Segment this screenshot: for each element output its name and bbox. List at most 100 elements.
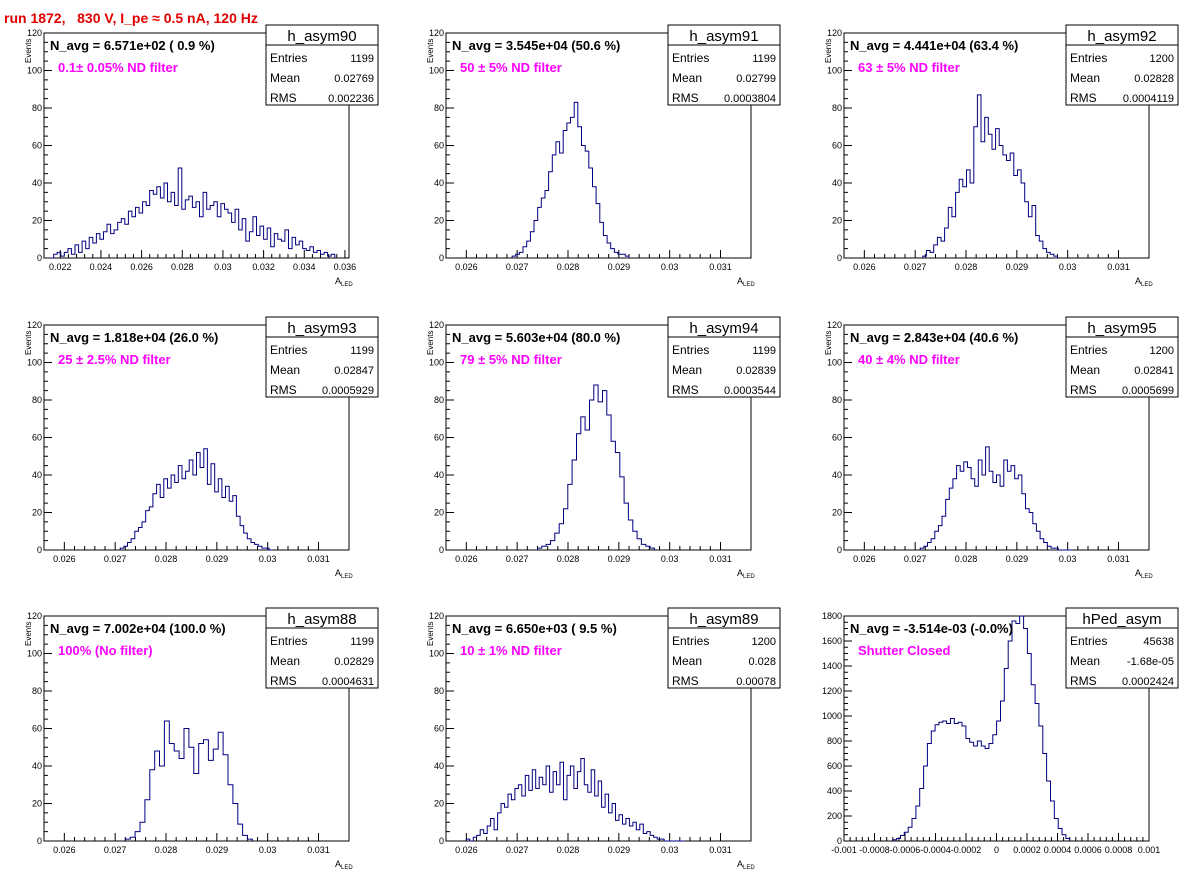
y-tick-label: 60 bbox=[32, 433, 42, 443]
y-tick-label: 20 bbox=[832, 216, 842, 226]
run-title: run 1872, 830 V, I_pe ≈ 0.5 nA, 120 Hz bbox=[4, 10, 258, 26]
filter-label: 100% (No filter) bbox=[58, 643, 153, 658]
y-tick-label: 120 bbox=[827, 320, 842, 330]
x-tick-label: 0 bbox=[994, 845, 999, 855]
histogram-series bbox=[511, 101, 630, 258]
x-tick-label: 0.029 bbox=[206, 845, 229, 855]
y-tick-label: 80 bbox=[832, 103, 842, 113]
stats-label: Entries bbox=[672, 51, 709, 65]
x-tick-label: 0.027 bbox=[104, 554, 127, 564]
y-tick-label: 80 bbox=[434, 103, 444, 113]
x-tick-label: 0.027 bbox=[506, 845, 529, 855]
y-tick-label: 80 bbox=[434, 395, 444, 405]
y-tick-label: 40 bbox=[434, 178, 444, 188]
n-avg-label: N_avg = 2.843e+04 (40.6 %) bbox=[850, 330, 1018, 345]
x-tick-label: 0.027 bbox=[506, 554, 529, 564]
stats-value: 1200 bbox=[1150, 345, 1174, 357]
x-tick-label: 0.0006 bbox=[1074, 845, 1102, 855]
y-tick-label: 200 bbox=[827, 811, 842, 821]
stats-value: 1200 bbox=[1150, 53, 1174, 65]
y-tick-label: 60 bbox=[832, 433, 842, 443]
stats-box-frame bbox=[1065, 24, 1179, 106]
x-tick-label: 0.028 bbox=[155, 845, 178, 855]
stats-value: 1199 bbox=[752, 53, 776, 65]
histogram-name: h_asym91 bbox=[689, 28, 758, 45]
y-tick-label: 20 bbox=[832, 508, 842, 518]
stats-box: h_asym92 Entries 1200 Mean 0.02828 RMS 0.00041… bbox=[1065, 24, 1179, 106]
x-tick-label: 0.026 bbox=[853, 554, 876, 564]
histogram-series bbox=[892, 615, 1071, 841]
stats-value: 1199 bbox=[350, 345, 374, 357]
y-tick-label: 100 bbox=[827, 358, 842, 368]
y-tick-label: 100 bbox=[27, 649, 42, 659]
y-tick-label: 600 bbox=[827, 761, 842, 771]
y-tick-label: 20 bbox=[32, 216, 42, 226]
x-tick-label: 0.028 bbox=[955, 262, 978, 272]
x-tick-label: 0.03 bbox=[661, 262, 679, 272]
n-avg-label: N_avg = 7.002e+04 (100.0 %) bbox=[50, 621, 226, 636]
x-axis-label: ALED bbox=[335, 568, 353, 580]
x-tick-label: 0.0004 bbox=[1044, 845, 1072, 855]
x-tick-label: 0.026 bbox=[130, 262, 153, 272]
y-tick-label: 40 bbox=[832, 470, 842, 480]
y-axis-label: Events bbox=[24, 39, 33, 63]
x-tick-label: 0.028 bbox=[557, 262, 580, 272]
stats-box-frame bbox=[667, 316, 781, 398]
x-tick-label: 0.029 bbox=[608, 262, 631, 272]
histogram-series bbox=[50, 167, 336, 259]
stats-box: h_asym88 Entries 1199 Mean 0.02829 RMS 0.00046… bbox=[265, 607, 379, 689]
histogram-name: h_asym90 bbox=[287, 28, 356, 45]
stats-label: RMS bbox=[672, 674, 699, 688]
stats-box-frame bbox=[265, 316, 379, 398]
y-tick-label: 60 bbox=[434, 141, 444, 151]
stats-box: h_asym89 Entries 1200 Mean 0.028 RMS 0.00078 bbox=[667, 607, 781, 689]
stats-value: 1199 bbox=[350, 636, 374, 648]
x-tick-label: 0.03 bbox=[259, 554, 277, 564]
y-tick-label: 80 bbox=[832, 395, 842, 405]
stats-label: Mean bbox=[672, 71, 702, 85]
stats-value: 0.0002424 bbox=[1122, 676, 1174, 688]
y-tick-label: 20 bbox=[434, 508, 444, 518]
y-tick-label: 40 bbox=[32, 178, 42, 188]
y-tick-label: 0 bbox=[37, 253, 42, 263]
stats-value: 0.028 bbox=[748, 656, 776, 668]
n-avg-label: N_avg = 3.545e+04 (50.6 %) bbox=[452, 38, 620, 53]
stats-value: 0.0005699 bbox=[1122, 385, 1174, 397]
x-tick-label: 0.026 bbox=[455, 262, 478, 272]
x-tick-label: 0.026 bbox=[853, 262, 876, 272]
y-tick-label: 0 bbox=[837, 545, 842, 555]
x-tick-label: 0.029 bbox=[1006, 262, 1029, 272]
x-tick-label: 0.031 bbox=[1107, 554, 1130, 564]
x-tick-label: 0.029 bbox=[1006, 554, 1029, 564]
x-axis-label: ALED bbox=[737, 276, 755, 288]
histogram-name: h_asym88 bbox=[287, 611, 356, 628]
y-tick-label: 100 bbox=[429, 649, 444, 659]
y-axis-label: Events bbox=[24, 331, 33, 355]
y-tick-label: 60 bbox=[434, 433, 444, 443]
stats-value: 1199 bbox=[752, 345, 776, 357]
stats-label: Mean bbox=[1070, 654, 1100, 668]
histogram-panel-h_asym89: 0 20 40 60 80 100 120 0.026 0.027 0.028 0.029 0.03 0… bbox=[426, 607, 781, 871]
histogram-name: h_asym94 bbox=[689, 320, 758, 337]
stats-box: h_asym91 Entries 1199 Mean 0.02799 RMS 0.00038… bbox=[667, 24, 781, 106]
stats-label: RMS bbox=[270, 674, 297, 688]
y-tick-label: 60 bbox=[32, 141, 42, 151]
y-tick-label: 80 bbox=[32, 686, 42, 696]
x-tick-label: 0.03 bbox=[661, 845, 679, 855]
y-tick-label: 40 bbox=[434, 470, 444, 480]
stats-label: RMS bbox=[672, 383, 699, 397]
y-tick-label: 100 bbox=[827, 66, 842, 76]
x-tick-label: -0.0006 bbox=[890, 845, 921, 855]
y-axis-label: Events bbox=[824, 39, 833, 63]
stats-value: 45638 bbox=[1143, 636, 1174, 648]
x-tick-label: 0.027 bbox=[904, 554, 927, 564]
histogram-panel-h_asym91: 0 20 40 60 80 100 120 0.026 0.027 0.028 0.029 0.03 0… bbox=[426, 24, 781, 288]
y-tick-label: 120 bbox=[429, 320, 444, 330]
x-tick-label: 0.027 bbox=[506, 262, 529, 272]
x-tick-label: 0.0008 bbox=[1105, 845, 1133, 855]
stats-label: Mean bbox=[270, 71, 300, 85]
stats-value: 0.0004119 bbox=[1123, 93, 1174, 105]
y-tick-label: 800 bbox=[827, 736, 842, 746]
y-tick-label: 20 bbox=[32, 799, 42, 809]
stats-label: Mean bbox=[270, 363, 300, 377]
